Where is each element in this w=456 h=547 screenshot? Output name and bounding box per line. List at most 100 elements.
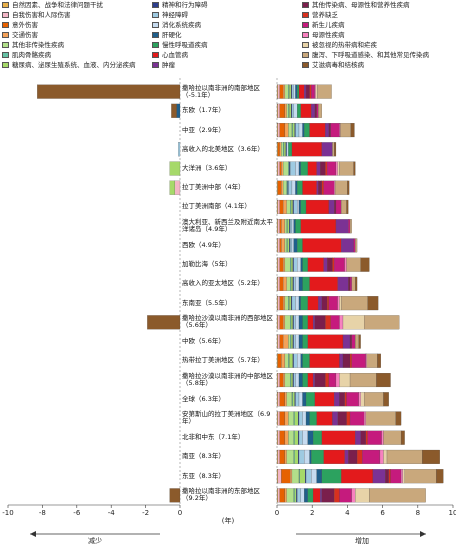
bar-segment	[174, 180, 181, 195]
bar-segment	[276, 103, 278, 118]
bar-segment	[305, 469, 312, 484]
bar-segment	[171, 103, 177, 118]
legend-swatch	[302, 62, 309, 68]
bar-segment	[276, 296, 278, 311]
bar-segment	[302, 353, 310, 368]
bar-segment	[307, 488, 314, 503]
bar-segment	[277, 411, 280, 426]
bar-segment	[288, 430, 294, 445]
bar-segment	[334, 392, 340, 407]
bar-segment	[290, 469, 293, 484]
bar-segment	[298, 84, 305, 99]
bar-segment	[348, 276, 351, 291]
bar-segment	[276, 353, 278, 368]
category-label: 拉丁美洲南部（4.1年）	[182, 202, 251, 211]
bar-segment	[283, 142, 285, 157]
bar-segment	[355, 334, 359, 349]
legend-label: 精神和行为障碍	[162, 1, 208, 9]
bar-segment	[346, 199, 349, 214]
bar-segment	[277, 276, 280, 291]
bar-segment	[327, 161, 337, 176]
bar-segment	[309, 123, 326, 138]
bar-segment	[349, 373, 377, 388]
bar-segment	[290, 84, 293, 99]
legend-swatch	[2, 42, 9, 48]
legend-swatch	[152, 2, 159, 8]
category-label: 东亚（8.3年）	[182, 471, 225, 480]
legend-swatch	[2, 52, 9, 58]
bar-segment	[328, 373, 337, 388]
bar-segment	[298, 334, 303, 349]
bar-segment	[297, 199, 300, 214]
bar-segment	[293, 488, 295, 503]
bar-segment	[291, 180, 296, 195]
bar-segment	[342, 353, 351, 368]
bar-segment	[291, 469, 300, 484]
bar-segment	[321, 488, 335, 503]
bar-segment	[283, 180, 287, 195]
bar-segment	[277, 373, 280, 388]
category-label: 撒哈拉沙漠以南非洲的中部地区（5.8年）	[182, 372, 273, 388]
bar-segment	[294, 430, 299, 445]
bar-segment	[283, 142, 286, 157]
legend-item: 心血管病	[152, 52, 297, 59]
bar-segment	[279, 219, 282, 234]
bar-segment	[365, 353, 367, 368]
bar-segment	[283, 276, 287, 291]
x-tick-label: 8	[416, 509, 420, 517]
bar-segment	[291, 103, 294, 118]
legend-label: 糖尿病、泌尿生殖系统、血液、内分泌疾病	[12, 61, 136, 69]
legend-swatch	[302, 12, 309, 18]
bar-segment	[294, 449, 299, 464]
bar-segment	[279, 334, 284, 349]
legend-swatch	[152, 52, 159, 58]
bar-segment	[321, 142, 333, 157]
bar-segment	[293, 219, 296, 234]
bar-segment	[344, 257, 347, 272]
bar-segment	[422, 449, 440, 464]
legend-item: 营养缺乏	[302, 12, 447, 19]
bar-segment	[298, 161, 301, 176]
bar-segment	[365, 430, 368, 445]
legend-swatch	[152, 22, 159, 28]
bar-segment	[335, 373, 340, 388]
bar-segment	[316, 180, 319, 195]
legend-item: 意外伤害	[2, 22, 147, 29]
bar-segment	[288, 411, 294, 426]
bar-segment	[321, 430, 356, 445]
bar-segment	[37, 84, 181, 99]
bar-segment	[288, 123, 293, 138]
bar-segment	[290, 199, 292, 214]
bar-segment	[341, 296, 368, 311]
x-tick-label: -8	[39, 509, 46, 517]
bar-segment	[286, 276, 291, 291]
x-tick-label: -2	[142, 509, 149, 517]
bar-segment	[347, 180, 350, 195]
bar-segment	[302, 392, 307, 407]
bar-segment	[298, 469, 300, 484]
bar-segment	[367, 296, 379, 311]
bar-segment	[318, 180, 322, 195]
bar-segment	[276, 276, 278, 291]
bar-segment	[289, 103, 292, 118]
bar-segment	[276, 142, 278, 157]
bar-segment	[328, 199, 335, 214]
bar-segment	[330, 315, 340, 330]
bar-segment	[383, 392, 389, 407]
bar-segment	[284, 353, 289, 368]
bar-segment	[302, 334, 308, 349]
bar-segment	[314, 103, 317, 118]
legend-label: 母源性疾病	[312, 31, 345, 39]
bar-segment	[314, 84, 316, 99]
bar-segment	[279, 315, 284, 330]
legend-item: 腹泻、下呼吸道感染、和其他常见传染病	[302, 52, 447, 59]
bar-segment	[385, 469, 389, 484]
legend-swatch	[302, 22, 309, 28]
bar-segment	[402, 469, 405, 484]
bar-segment	[325, 123, 330, 138]
bar-segment	[292, 334, 294, 349]
bar-segment	[320, 161, 326, 176]
x-tick-label: 4	[345, 509, 350, 517]
bar-segment	[400, 430, 405, 445]
bar-segment	[300, 219, 337, 234]
